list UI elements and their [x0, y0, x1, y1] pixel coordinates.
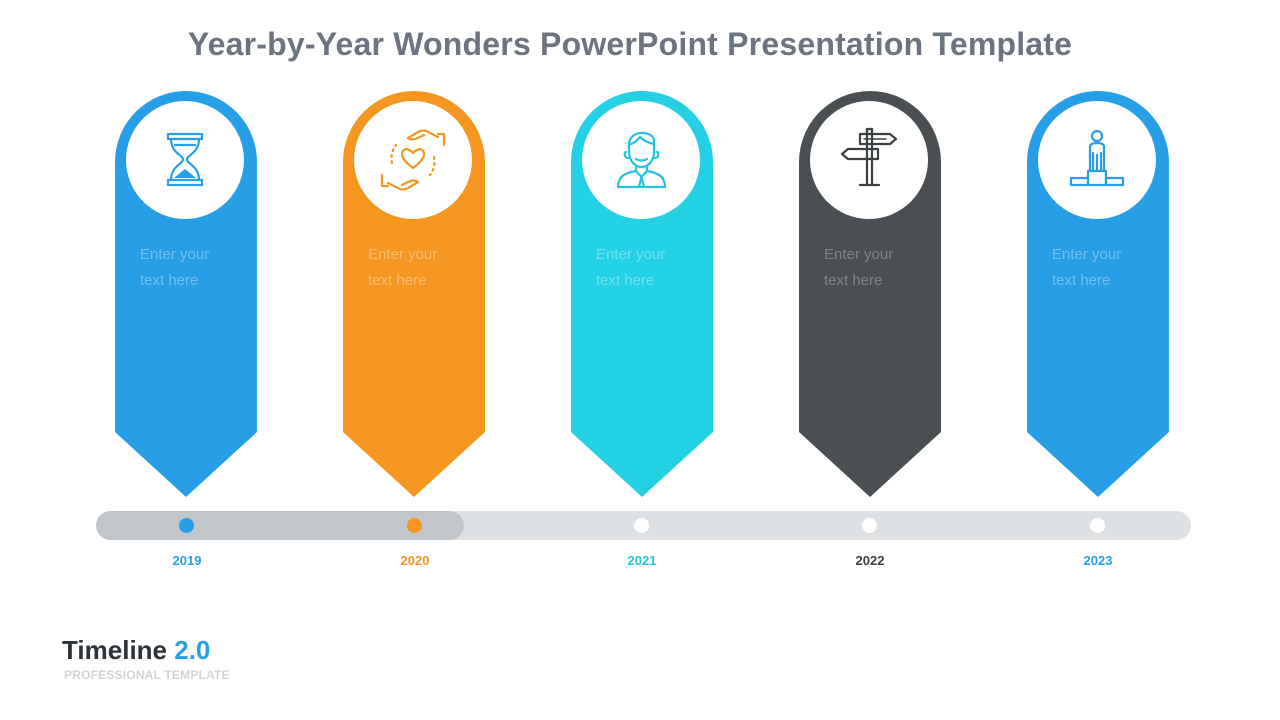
hourglass-icon [166, 132, 204, 187]
timeline-progress [96, 511, 464, 540]
icon-circle [354, 101, 472, 219]
icon-circle [582, 101, 700, 219]
timeline-dot-2021 [634, 518, 649, 533]
timeline-dot-2020 [407, 518, 422, 533]
icon-circle [1038, 101, 1156, 219]
timeline-pin-2020: Enter your text here [343, 91, 485, 497]
brand-version: 2.0 [174, 635, 211, 665]
podium-person-icon [1069, 129, 1125, 187]
slide-title: Year-by-Year Wonders PowerPoint Presenta… [187, 26, 1073, 62]
brand-logo: Timeline 2.0 [62, 635, 210, 666]
timeline-dot-2023 [1090, 518, 1105, 533]
hands-heart-icon [380, 129, 446, 191]
year-label-2022: 2022 [855, 553, 885, 568]
pin-text: Enter your text here [824, 246, 894, 289]
pin-text: Enter your text here [1052, 246, 1122, 289]
year-label-2019: 2019 [172, 553, 202, 568]
businessman-icon [616, 131, 667, 189]
timeline-pin-2021: Enter your text here [571, 91, 713, 497]
pin-text: Enter your text here [140, 246, 210, 289]
year-label-2021: 2021 [627, 553, 657, 568]
brand-subtitle: PROFESSIONAL TEMPLATE [64, 668, 230, 682]
icon-circle [810, 101, 928, 219]
icon-circle [126, 101, 244, 219]
signpost-icon [840, 127, 898, 187]
timeline-pin-2022: Enter your text here [799, 91, 941, 497]
year-label-2023: 2023 [1083, 553, 1113, 568]
year-label-2020: 2020 [400, 553, 430, 568]
brand-name: Timeline [62, 635, 168, 665]
timeline-pin-2023: Enter your text here [1027, 91, 1169, 497]
pin-text: Enter your text here [596, 246, 666, 289]
pin-text: Enter your text here [368, 246, 438, 289]
timeline-dot-2022 [862, 518, 877, 533]
timeline-dot-2019 [179, 518, 194, 533]
timeline-pin-2019: Enter your text here [115, 91, 257, 497]
